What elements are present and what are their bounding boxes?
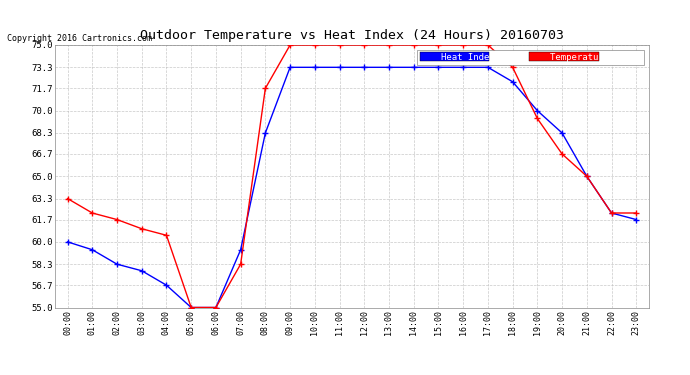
Legend: Heat Index  (°F), Temperature  (°F): Heat Index (°F), Temperature (°F) <box>417 50 644 64</box>
Text: Copyright 2016 Cartronics.com: Copyright 2016 Cartronics.com <box>7 34 152 43</box>
Title: Outdoor Temperature vs Heat Index (24 Hours) 20160703: Outdoor Temperature vs Heat Index (24 Ho… <box>140 30 564 42</box>
